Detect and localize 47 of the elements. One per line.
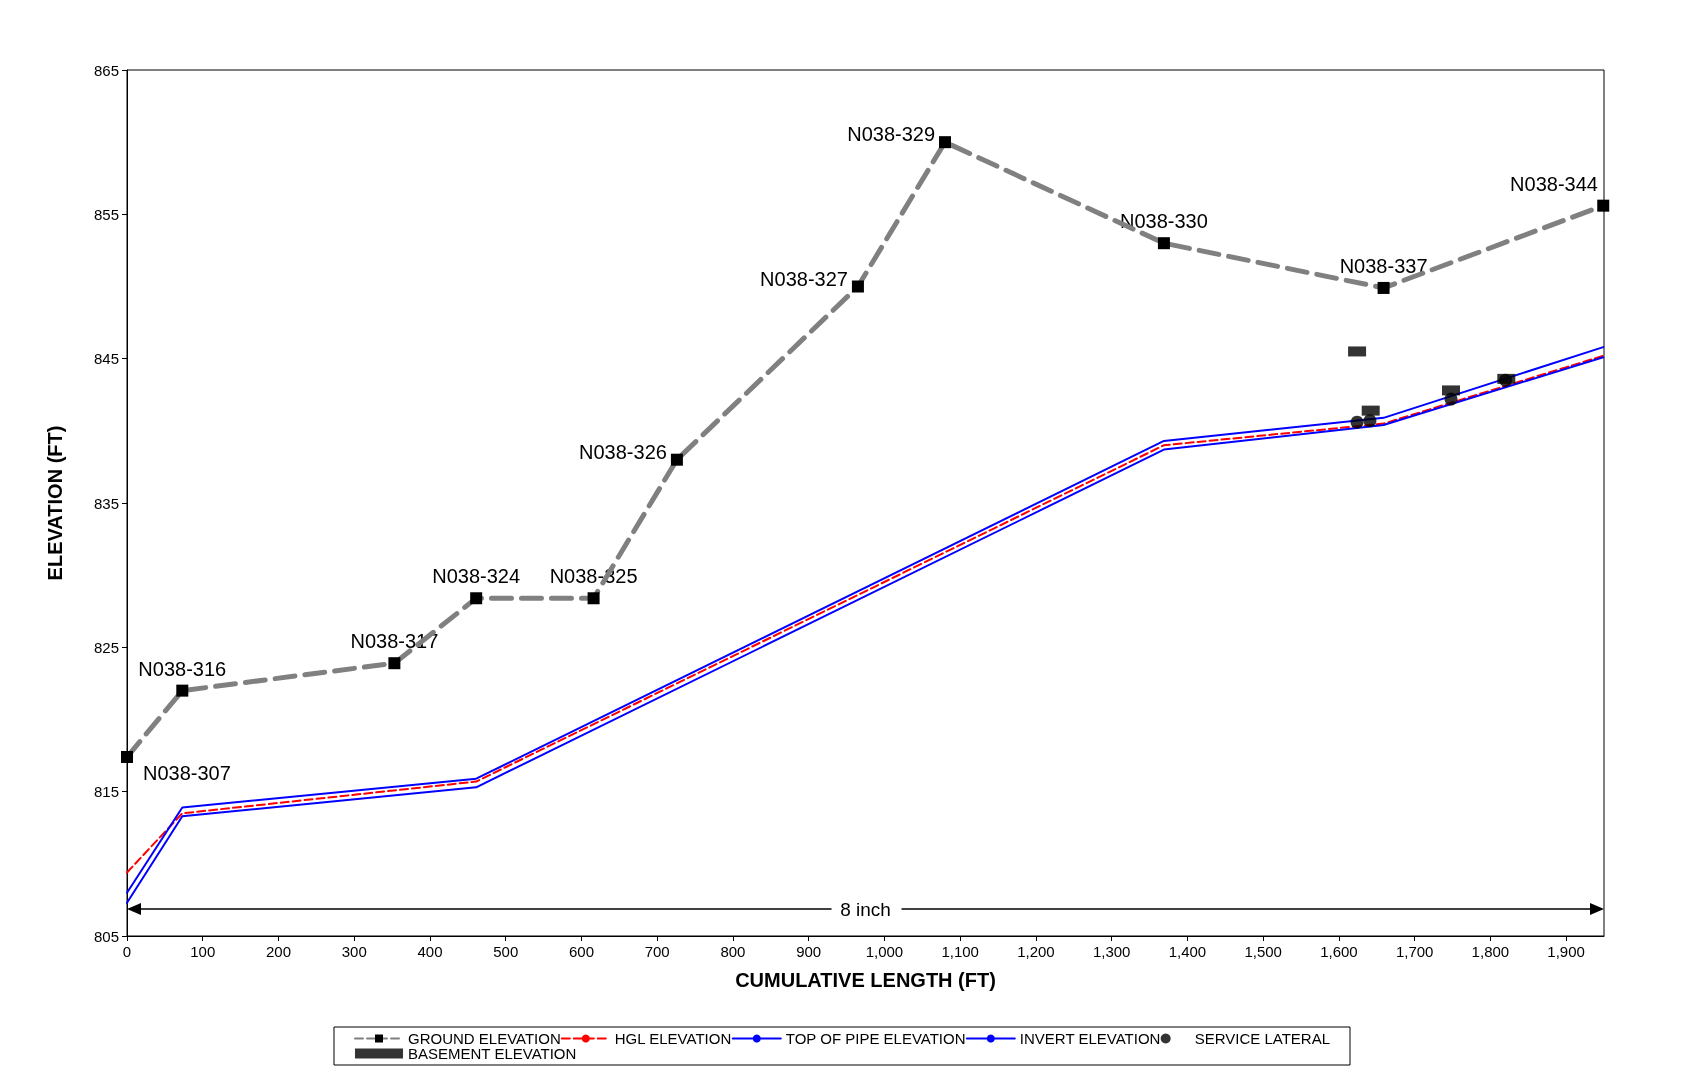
x-tick-label: 800 — [720, 943, 746, 960]
x-tick-label: 400 — [417, 943, 443, 960]
annotation: N038-326 — [579, 440, 667, 463]
x-tick-label: 1,500 — [1244, 943, 1282, 960]
x-tick-label: 1,700 — [1395, 943, 1434, 960]
annotation: N038-325 — [549, 565, 638, 588]
legend-label: TOP OF PIPE ELEVATION — [785, 1030, 966, 1047]
x-tick-label: 1,000 — [865, 943, 904, 960]
x-tick-label: 0 — [122, 943, 132, 960]
x-tick-label: 1,600 — [1320, 943, 1358, 960]
x-tick-label: 1,300 — [1092, 943, 1131, 960]
annotation: N038-337 — [1339, 254, 1428, 277]
x-tick-label: 1,900 — [1547, 943, 1585, 960]
legend-label: HGL ELEVATION — [614, 1030, 732, 1047]
x-tick-label: 500 — [493, 943, 519, 960]
annotation: N038-317 — [350, 630, 439, 653]
annotation: 8 inch — [840, 898, 891, 920]
legend-label: SERVICE LATERAL — [1194, 1030, 1331, 1047]
legend-label: BASEMENT ELEVATION — [407, 1045, 577, 1062]
x-tick-label: 1,800 — [1471, 943, 1510, 960]
annotation: N038-344 — [1510, 172, 1598, 195]
y-tick-label: 855 — [93, 205, 119, 223]
x-tick-label: 1,400 — [1168, 943, 1207, 960]
y-tick-label: 825 — [93, 638, 119, 656]
x-tick-label: 100 — [190, 943, 216, 960]
annotation: N038-324 — [432, 565, 521, 588]
annotation: N038-329 — [847, 123, 936, 146]
x-tick-label: 1,100 — [941, 943, 979, 960]
annotation: N038-316 — [138, 657, 227, 680]
x-tick-label: 600 — [568, 943, 594, 960]
x-tick-label: 900 — [796, 943, 822, 960]
x-tick-label: 1,200 — [1017, 943, 1055, 960]
y-tick-label: 835 — [93, 494, 119, 512]
y-axis-title: ELEVATION (FT) — [44, 425, 66, 581]
legend-label: GROUND ELEVATION — [407, 1030, 561, 1047]
annotation: N038-307 — [143, 762, 231, 785]
annotation: N038-327 — [760, 267, 848, 290]
y-tick-label: 845 — [93, 350, 119, 368]
x-tick-label: 700 — [644, 943, 670, 960]
x-tick-label: 200 — [265, 943, 291, 960]
annotation: N038-330 — [1120, 210, 1208, 233]
y-tick-label: 805 — [93, 927, 119, 945]
legend-label: INVERT ELEVATION — [1019, 1030, 1161, 1047]
x-axis-title: CUMULATIVE LENGTH (FT) — [735, 969, 996, 991]
y-tick-label: 815 — [93, 783, 119, 801]
y-tick-label: 865 — [93, 61, 119, 79]
x-tick-label: 300 — [341, 943, 367, 960]
